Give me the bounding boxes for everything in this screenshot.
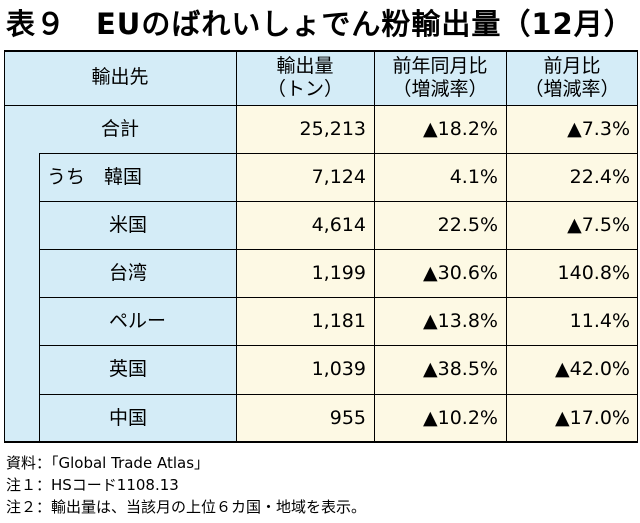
footnotes: 資料：「Global Trade Atlas」 注１：HSコード1108.13 … (6, 452, 366, 518)
row-name: 米国 (109, 213, 148, 236)
rule-col (506, 50, 507, 443)
header-destination: 輸出先 (4, 50, 236, 105)
row-total-yoy: ▲18.2% (374, 105, 506, 153)
header-yoy-line1: 前年同月比 (392, 54, 488, 77)
row-korea-mom: 22.4% (506, 153, 638, 201)
rule-right (637, 50, 638, 443)
row-uk-mom: ▲42.0% (506, 345, 638, 394)
row-korea-name: うち 韓国 (39, 153, 236, 201)
header-yoy: 前年同月比 （増減率） (374, 50, 506, 105)
row-peru-yoy: ▲13.8% (374, 297, 506, 345)
row-taiwan-name: 台湾 (39, 249, 236, 297)
header-volume: 輸出量 （トン） (236, 50, 374, 105)
row-name: 合計 (100, 117, 139, 140)
row-total-mom: ▲7.3% (506, 105, 638, 153)
row-china-volume: 955 (236, 394, 374, 443)
note-source: 資料：「Global Trade Atlas」 (6, 454, 210, 472)
row-usa-volume: 4,614 (236, 201, 374, 249)
rule-row (39, 345, 638, 346)
row-korea-volume: 7,124 (236, 153, 374, 201)
row-total-volume: 25,213 (236, 105, 374, 153)
row-name: 台湾 (109, 261, 148, 284)
rule-top (4, 50, 638, 52)
rule-row (39, 297, 638, 298)
row-uk-volume: 1,039 (236, 345, 374, 394)
header-yoy-line2: （増減率） (392, 77, 488, 100)
note-1: 注１：HSコード1108.13 (6, 476, 179, 494)
row-usa-mom: ▲7.5% (506, 201, 638, 249)
row-taiwan-mom: 140.8% (506, 249, 638, 297)
rule-indent (39, 153, 40, 443)
rule-col (236, 50, 237, 443)
row-peru-volume: 1,181 (236, 297, 374, 345)
header-volume-line1: 輸出量 (276, 54, 334, 77)
rule-col (374, 50, 375, 443)
export-table: 輸出先 輸出量 （トン） 前年同月比 （増減率） 前月比 （増減率） 合計 25… (4, 50, 638, 443)
table-title: 表９ EUのばれいしょでん粉輸出量（12月） (6, 7, 634, 41)
header-destination-label: 輸出先 (91, 66, 149, 88)
note-2: 注２：輸出量は、当該月の上位６カ国・地域を表示。 (6, 498, 367, 516)
header-mom: 前月比 （増減率） (506, 50, 638, 105)
row-uk-name: 英国 (39, 345, 236, 394)
rule-row (39, 394, 638, 395)
row-china-yoy: ▲10.2% (374, 394, 506, 443)
row-china-mom: ▲17.0% (506, 394, 638, 443)
row-name: ペルー (109, 309, 167, 332)
rule-row (39, 153, 638, 154)
row-china-name: 中国 (39, 394, 236, 443)
row-taiwan-yoy: ▲30.6% (374, 249, 506, 297)
rule-header (4, 105, 638, 106)
rule-left (4, 50, 5, 443)
header-volume-line2: （トン） (266, 77, 343, 100)
row-usa-name: 米国 (39, 201, 236, 249)
row-uk-yoy: ▲38.5% (374, 345, 506, 394)
rule-row (39, 249, 638, 250)
header-mom-line1: 前月比 (543, 54, 601, 77)
row-total-name: 合計 (4, 105, 236, 153)
row-peru-name: ペルー (39, 297, 236, 345)
rule-bottom (4, 441, 638, 443)
row-peru-mom: 11.4% (506, 297, 638, 345)
rule-row (39, 201, 638, 202)
row-name: 英国 (109, 358, 148, 380)
row-name: うち 韓国 (47, 165, 143, 188)
row-name: 中国 (109, 407, 148, 429)
row-taiwan-volume: 1,199 (236, 249, 374, 297)
row-usa-yoy: 22.5% (374, 201, 506, 249)
header-mom-line2: （増減率） (524, 77, 620, 100)
row-korea-yoy: 4.1% (374, 153, 506, 201)
